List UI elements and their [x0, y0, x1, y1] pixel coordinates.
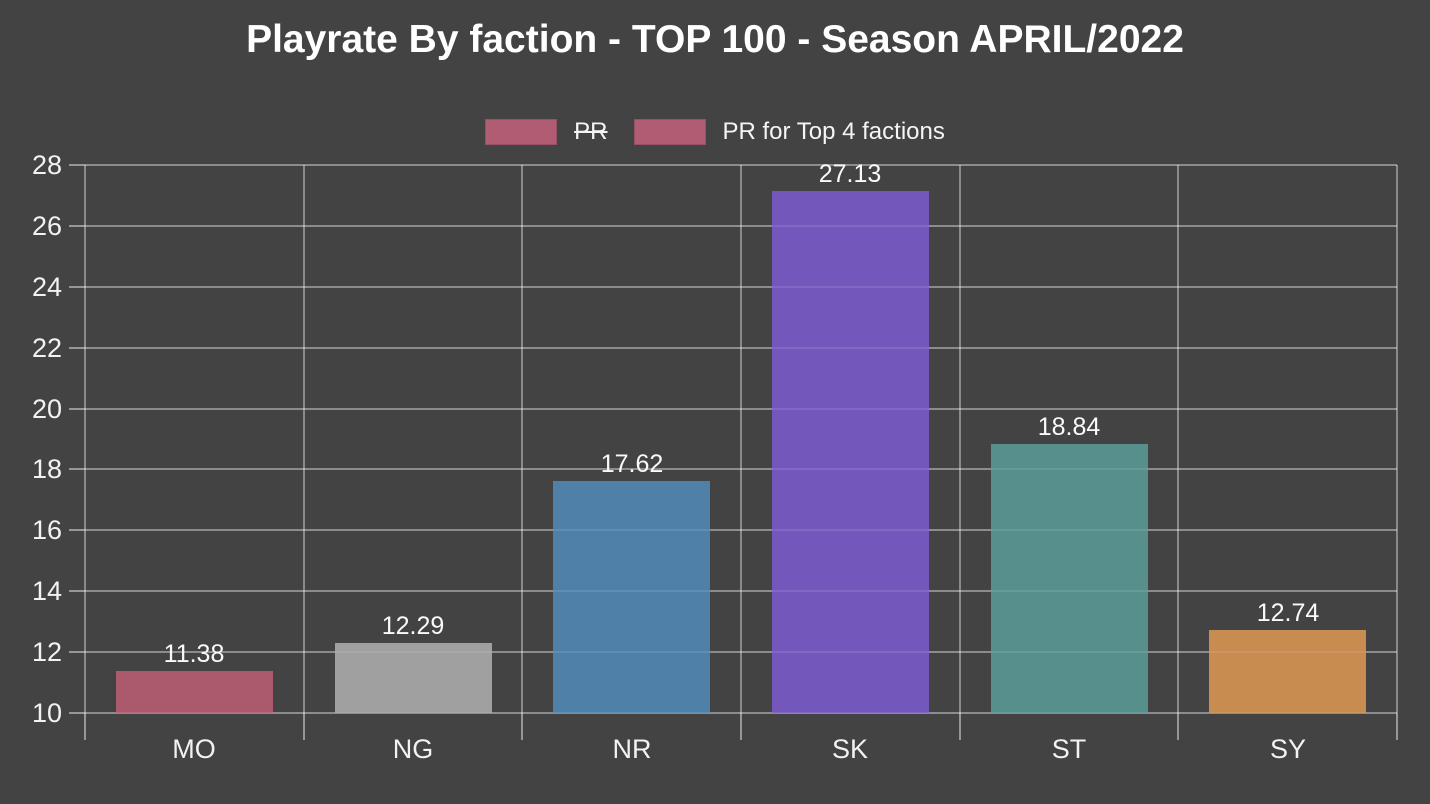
gridline-vertical — [521, 165, 523, 713]
gridline-horizontal-overlay — [85, 590, 1397, 592]
legend-item-pr-for-top-4-factions[interactable]: PR for Top 4 factions — [633, 118, 945, 145]
bar-st[interactable] — [991, 444, 1148, 713]
y-axis-label: 28 — [31, 150, 62, 180]
gridline-horizontal — [85, 347, 1397, 349]
x-axis-tick — [1396, 713, 1398, 740]
gridline-vertical — [1177, 165, 1179, 713]
x-axis-label-sy: SY — [1269, 734, 1307, 764]
legend-swatch-icon — [633, 119, 706, 145]
gridline-horizontal — [85, 468, 1397, 470]
y-axis-tick — [69, 347, 85, 349]
bar-sy[interactable] — [1209, 630, 1366, 713]
y-axis-label: 22 — [31, 333, 62, 363]
gridline-horizontal — [85, 225, 1397, 227]
x-axis-tick — [1177, 713, 1179, 740]
gridline-horizontal — [85, 712, 1397, 714]
gridline-vertical — [303, 165, 305, 713]
gridline-vertical — [1396, 165, 1398, 713]
gridline-horizontal — [85, 286, 1397, 288]
gridline-vertical — [740, 165, 742, 713]
x-axis-label-sk: SK — [831, 734, 869, 764]
y-axis-label: 10 — [31, 698, 62, 728]
x-axis-label-mo: MO — [172, 734, 216, 764]
bar-value-label: 12.29 — [381, 612, 445, 640]
y-axis-label: 24 — [31, 272, 62, 302]
gridline-horizontal-overlay — [85, 529, 1397, 531]
gridline-horizontal — [85, 408, 1397, 410]
y-axis-label: 26 — [31, 211, 62, 241]
gridline-horizontal — [85, 651, 1397, 653]
y-axis-tick — [69, 590, 85, 592]
x-axis-label-st: ST — [1051, 734, 1087, 764]
y-axis-label: 16 — [31, 515, 62, 545]
y-axis-label: 14 — [31, 576, 62, 606]
y-axis-tick — [69, 225, 85, 227]
legend-label: PR — [574, 118, 608, 145]
legend-item-pr[interactable]: PR — [485, 118, 608, 145]
gridline-vertical — [84, 165, 86, 713]
y-axis-tick — [69, 286, 85, 288]
gridline-horizontal — [85, 590, 1397, 592]
gridline-horizontal-overlay — [85, 468, 1397, 470]
gridline-vertical — [959, 165, 961, 713]
gridline-horizontal-overlay — [85, 286, 1397, 288]
y-axis-label: 18 — [31, 454, 62, 484]
gridline-horizontal-overlay — [85, 164, 1397, 166]
gridline-horizontal — [85, 164, 1397, 166]
x-axis-tick — [84, 713, 86, 740]
bar-sk[interactable] — [772, 191, 929, 713]
gridline-horizontal-overlay — [85, 651, 1397, 653]
y-axis-label: 12 — [31, 637, 62, 667]
y-axis-tick — [69, 712, 85, 714]
gridline-horizontal-overlay — [85, 408, 1397, 410]
x-axis-label-ng: NG — [392, 734, 434, 764]
legend-label: PR for Top 4 factions — [722, 118, 945, 145]
bar-nr[interactable] — [553, 481, 710, 713]
bar-ng[interactable] — [335, 643, 492, 713]
gridline-horizontal-overlay — [85, 712, 1397, 714]
bar-value-label: 12.74 — [1256, 599, 1320, 627]
gridline-horizontal-overlay — [85, 347, 1397, 349]
x-axis-tick — [303, 713, 305, 740]
x-axis-label-nr: NR — [612, 734, 652, 764]
y-axis-tick — [69, 468, 85, 470]
chart-legend: PR PR for Top 4 factions — [0, 119, 1430, 145]
x-axis-tick — [959, 713, 961, 740]
bar-value-label: 18.84 — [1037, 413, 1101, 441]
y-axis-tick — [69, 651, 85, 653]
gridline-horizontal-overlay — [85, 225, 1397, 227]
bar-value-label: 27.13 — [818, 160, 882, 188]
y-axis-tick — [69, 408, 85, 410]
y-axis-tick — [69, 529, 85, 531]
x-axis-tick — [740, 713, 742, 740]
y-axis-tick — [69, 164, 85, 166]
bar-value-label: 11.38 — [163, 640, 225, 668]
legend-swatch-icon — [485, 119, 558, 145]
x-axis-tick — [521, 713, 523, 740]
chart-title: Playrate By faction - TOP 100 - Season A… — [246, 18, 1184, 61]
y-axis-label: 20 — [31, 394, 62, 424]
gridline-horizontal — [85, 529, 1397, 531]
bar-value-label: 17.62 — [600, 450, 664, 478]
bar-mo[interactable] — [116, 671, 273, 713]
